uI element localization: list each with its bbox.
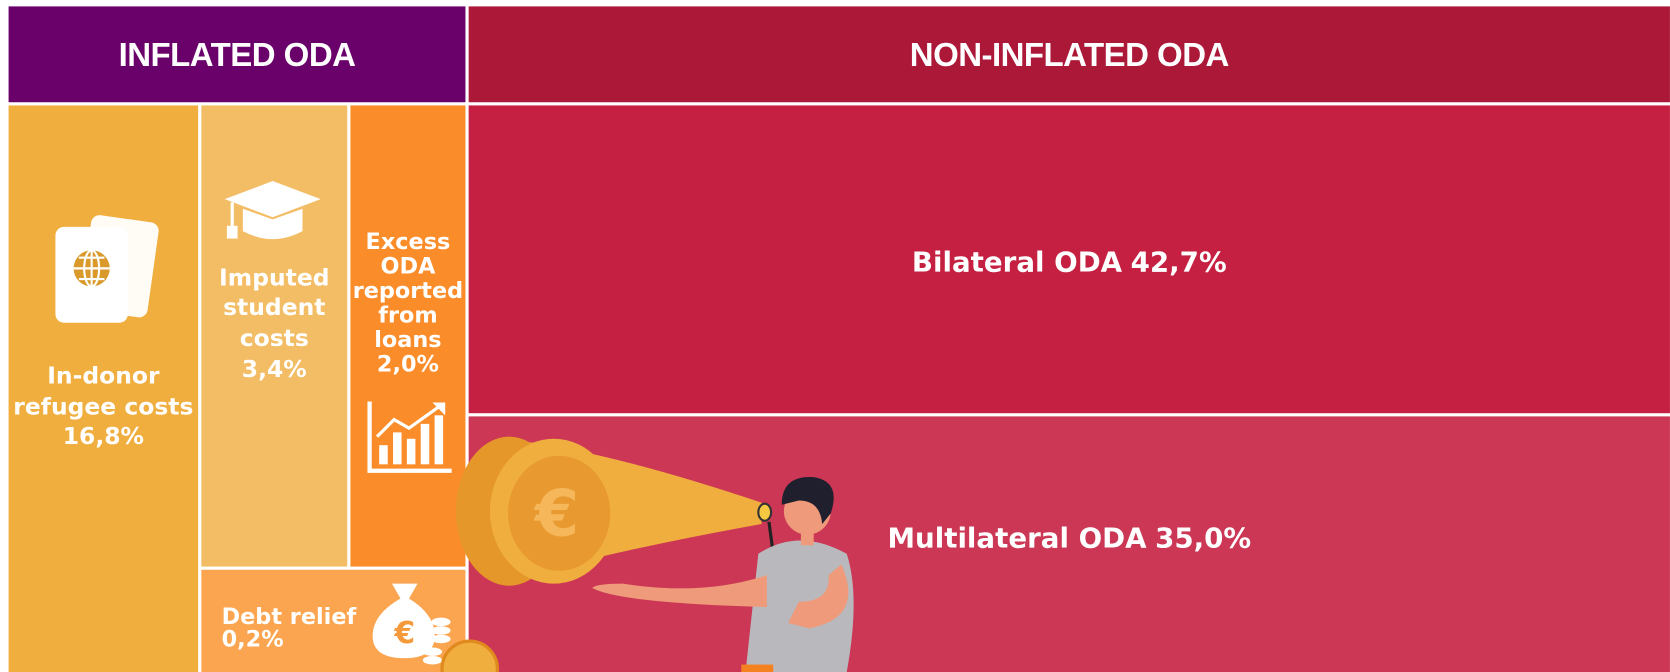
value-label: 16,8% bbox=[62, 424, 144, 451]
cell-label-text: Excess ODA reported from loans 2,0% bbox=[350, 218, 465, 388]
cell-label: Bilateral ODA 42,7% bbox=[469, 105, 1670, 422]
group-title: INFLATED ODA bbox=[119, 36, 356, 73]
category-label: Bilateral ODA bbox=[911, 247, 1123, 280]
headers: INFLATED ODA NON-INFLATED ODA bbox=[8, 6, 1670, 103]
svg-text:€: € bbox=[393, 616, 415, 651]
category-label: Imputed student costs bbox=[219, 264, 330, 353]
category-label: Multilateral ODA bbox=[887, 523, 1147, 555]
treemap-cell bbox=[8, 105, 199, 672]
value-label: 2,0% bbox=[376, 351, 439, 378]
svg-text:€: € bbox=[533, 478, 579, 552]
cell-label-text: Imputed student costs 3,4% bbox=[201, 256, 347, 394]
cell-label-text: Debt relief 0,2% bbox=[222, 596, 371, 660]
treemap-cell bbox=[350, 105, 466, 567]
category-label: Excess ODA reported from loans bbox=[352, 228, 464, 353]
cells bbox=[8, 105, 1670, 672]
group-header bbox=[468, 6, 1670, 103]
passport-icon bbox=[55, 215, 159, 323]
cell-label: In-donor refugee costs 16,8% bbox=[9, 339, 199, 477]
value-label: 0,2% bbox=[221, 626, 284, 652]
icons: € € bbox=[55, 181, 854, 672]
growth-chart-icon bbox=[367, 401, 452, 473]
treemap-cell bbox=[468, 105, 1670, 414]
cell-label-text: Bilateral ODA 42,7% bbox=[469, 105, 1670, 422]
treemap-cell bbox=[468, 416, 1670, 672]
money-bag-icon: € bbox=[372, 583, 451, 665]
value-label: 35,0% bbox=[1155, 523, 1252, 555]
cell-label: Imputed student costs 3,4% bbox=[201, 256, 347, 394]
category-label: In-donor refugee costs bbox=[13, 363, 194, 421]
value-label: 42,7% bbox=[1130, 247, 1227, 280]
cell-label-text: In-donor refugee costs 16,8% bbox=[9, 339, 199, 477]
group-header bbox=[8, 6, 466, 103]
group-title: NON-INFLATED ODA bbox=[910, 36, 1229, 73]
value-label: 3,4% bbox=[241, 356, 307, 383]
category-label: Debt relief bbox=[221, 603, 357, 630]
cell-label: Multilateral ODA 35,0% bbox=[469, 416, 1670, 663]
cell-label-text: Multilateral ODA 35,0% bbox=[469, 416, 1670, 663]
telescope-illustration: € bbox=[440, 436, 854, 672]
cap-icon bbox=[224, 181, 321, 240]
